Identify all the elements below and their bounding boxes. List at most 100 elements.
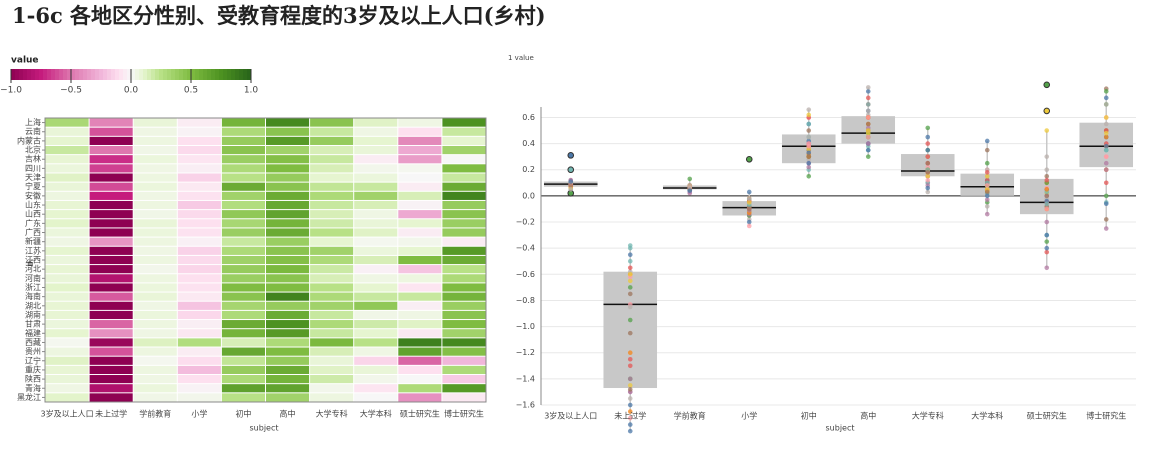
heatmap-cell bbox=[398, 118, 442, 127]
colorbar-segment bbox=[119, 69, 124, 80]
heatmap-cell bbox=[221, 365, 265, 375]
data-point bbox=[1103, 180, 1109, 186]
y-tick-label: 河北 bbox=[25, 264, 41, 274]
data-point bbox=[1044, 167, 1050, 173]
colorbar-segment bbox=[35, 69, 40, 80]
heatmap-cell bbox=[398, 219, 442, 228]
heatmap-cell bbox=[266, 118, 310, 127]
heatmap-cell bbox=[310, 347, 354, 356]
colorbar-tick-label: 0.0 bbox=[124, 86, 139, 96]
heatmap-cell bbox=[45, 338, 89, 347]
data-point bbox=[865, 115, 871, 120]
y-tick-label: 0.2 bbox=[522, 165, 535, 174]
heatmap-cell bbox=[133, 365, 177, 375]
heatmap-cell bbox=[442, 338, 486, 347]
heatmap-cell bbox=[266, 136, 310, 145]
heatmap-cell bbox=[442, 255, 486, 265]
heatmap-cell bbox=[310, 127, 354, 136]
colorbar-segment bbox=[71, 69, 76, 80]
x-axis-label: subject bbox=[826, 424, 855, 433]
data-point bbox=[984, 160, 990, 166]
heatmap-cell bbox=[221, 384, 265, 393]
heatmap-cell bbox=[45, 393, 89, 402]
data-point bbox=[984, 170, 990, 175]
y-tick-label: 江苏 bbox=[25, 245, 41, 255]
heatmap-cell bbox=[398, 356, 442, 365]
x-tick-label: 硕士研究生 bbox=[400, 409, 440, 419]
colorbar-segment bbox=[207, 69, 212, 80]
heatmap-cell bbox=[89, 127, 133, 136]
data-point bbox=[984, 189, 990, 195]
colorbar-segment bbox=[123, 69, 128, 80]
heatmap-cell bbox=[89, 375, 133, 384]
heatmap-cell bbox=[442, 365, 486, 375]
data-point bbox=[627, 330, 633, 336]
data-point bbox=[865, 128, 871, 133]
data-point bbox=[806, 164, 812, 170]
colorbar-segment bbox=[175, 69, 180, 80]
x-tick-label: 初中 bbox=[235, 409, 251, 419]
data-point bbox=[925, 160, 931, 166]
data-point bbox=[925, 177, 931, 183]
heatmap-cell bbox=[221, 301, 265, 310]
heatmap-cell bbox=[45, 118, 89, 127]
heatmap-cell bbox=[354, 338, 398, 347]
heatmap-cell bbox=[398, 191, 442, 200]
heatmap-cell bbox=[45, 246, 89, 255]
heatmap-cell bbox=[398, 255, 442, 265]
x-tick-label: 小学 bbox=[191, 409, 207, 419]
x-tick-label: 大学本科 bbox=[971, 411, 1003, 421]
data-point bbox=[1103, 143, 1109, 149]
data-point bbox=[1044, 193, 1050, 199]
colorbar-segment bbox=[163, 69, 168, 80]
data-point bbox=[806, 128, 812, 133]
heatmap-cell bbox=[310, 274, 354, 283]
colorbar-segment bbox=[219, 69, 224, 80]
data-point bbox=[1044, 232, 1050, 238]
data-point bbox=[627, 285, 633, 290]
heatmap-cell bbox=[354, 136, 398, 145]
data-point bbox=[1103, 154, 1109, 159]
heatmap-cell bbox=[133, 384, 177, 393]
heatmap-cell bbox=[133, 274, 177, 283]
box bbox=[603, 271, 658, 389]
heatmap-cell bbox=[45, 210, 89, 219]
colorbar-tick-label: −1.0 bbox=[0, 86, 22, 96]
heatmap-cell bbox=[310, 246, 354, 255]
data-point bbox=[984, 204, 990, 209]
data-point bbox=[1044, 128, 1050, 133]
x-tick-label: 高中 bbox=[860, 411, 876, 421]
heatmap-cell bbox=[221, 255, 265, 265]
heatmap-cell bbox=[442, 182, 486, 191]
heatmap-cell bbox=[133, 145, 177, 155]
y-tick-label: 辽宁 bbox=[25, 355, 41, 365]
heatmap-cell bbox=[45, 384, 89, 393]
data-point bbox=[865, 108, 871, 114]
heatmap-cell bbox=[177, 347, 221, 356]
heatmap-cell bbox=[266, 127, 310, 136]
heatmap-cell bbox=[398, 301, 442, 310]
heatmap-cell bbox=[354, 274, 398, 283]
colorbar-segment bbox=[23, 69, 28, 80]
data-point bbox=[687, 188, 693, 193]
heatmap-cell bbox=[133, 283, 177, 292]
heatmap-cell bbox=[442, 219, 486, 228]
heatmap-cell bbox=[398, 210, 442, 219]
heatmap-cell bbox=[398, 292, 442, 301]
heatmap-cell bbox=[221, 173, 265, 182]
colorbar-segment bbox=[159, 69, 164, 80]
heatmap-cell bbox=[266, 173, 310, 182]
heatmap-cell bbox=[221, 338, 265, 347]
heatmap-cell bbox=[266, 191, 310, 200]
colorbar-segment bbox=[199, 69, 204, 80]
data-point bbox=[1103, 201, 1109, 207]
heatmap-cell bbox=[442, 265, 486, 274]
heatmap-cell bbox=[133, 191, 177, 200]
heatmap-cell bbox=[266, 228, 310, 237]
y-tick-label: 吉林 bbox=[25, 154, 41, 164]
heatmap-cell bbox=[354, 237, 398, 246]
data-point bbox=[1044, 219, 1050, 225]
heatmap-cell bbox=[398, 145, 442, 155]
data-point bbox=[1044, 265, 1050, 271]
heatmap-cell bbox=[177, 237, 221, 246]
